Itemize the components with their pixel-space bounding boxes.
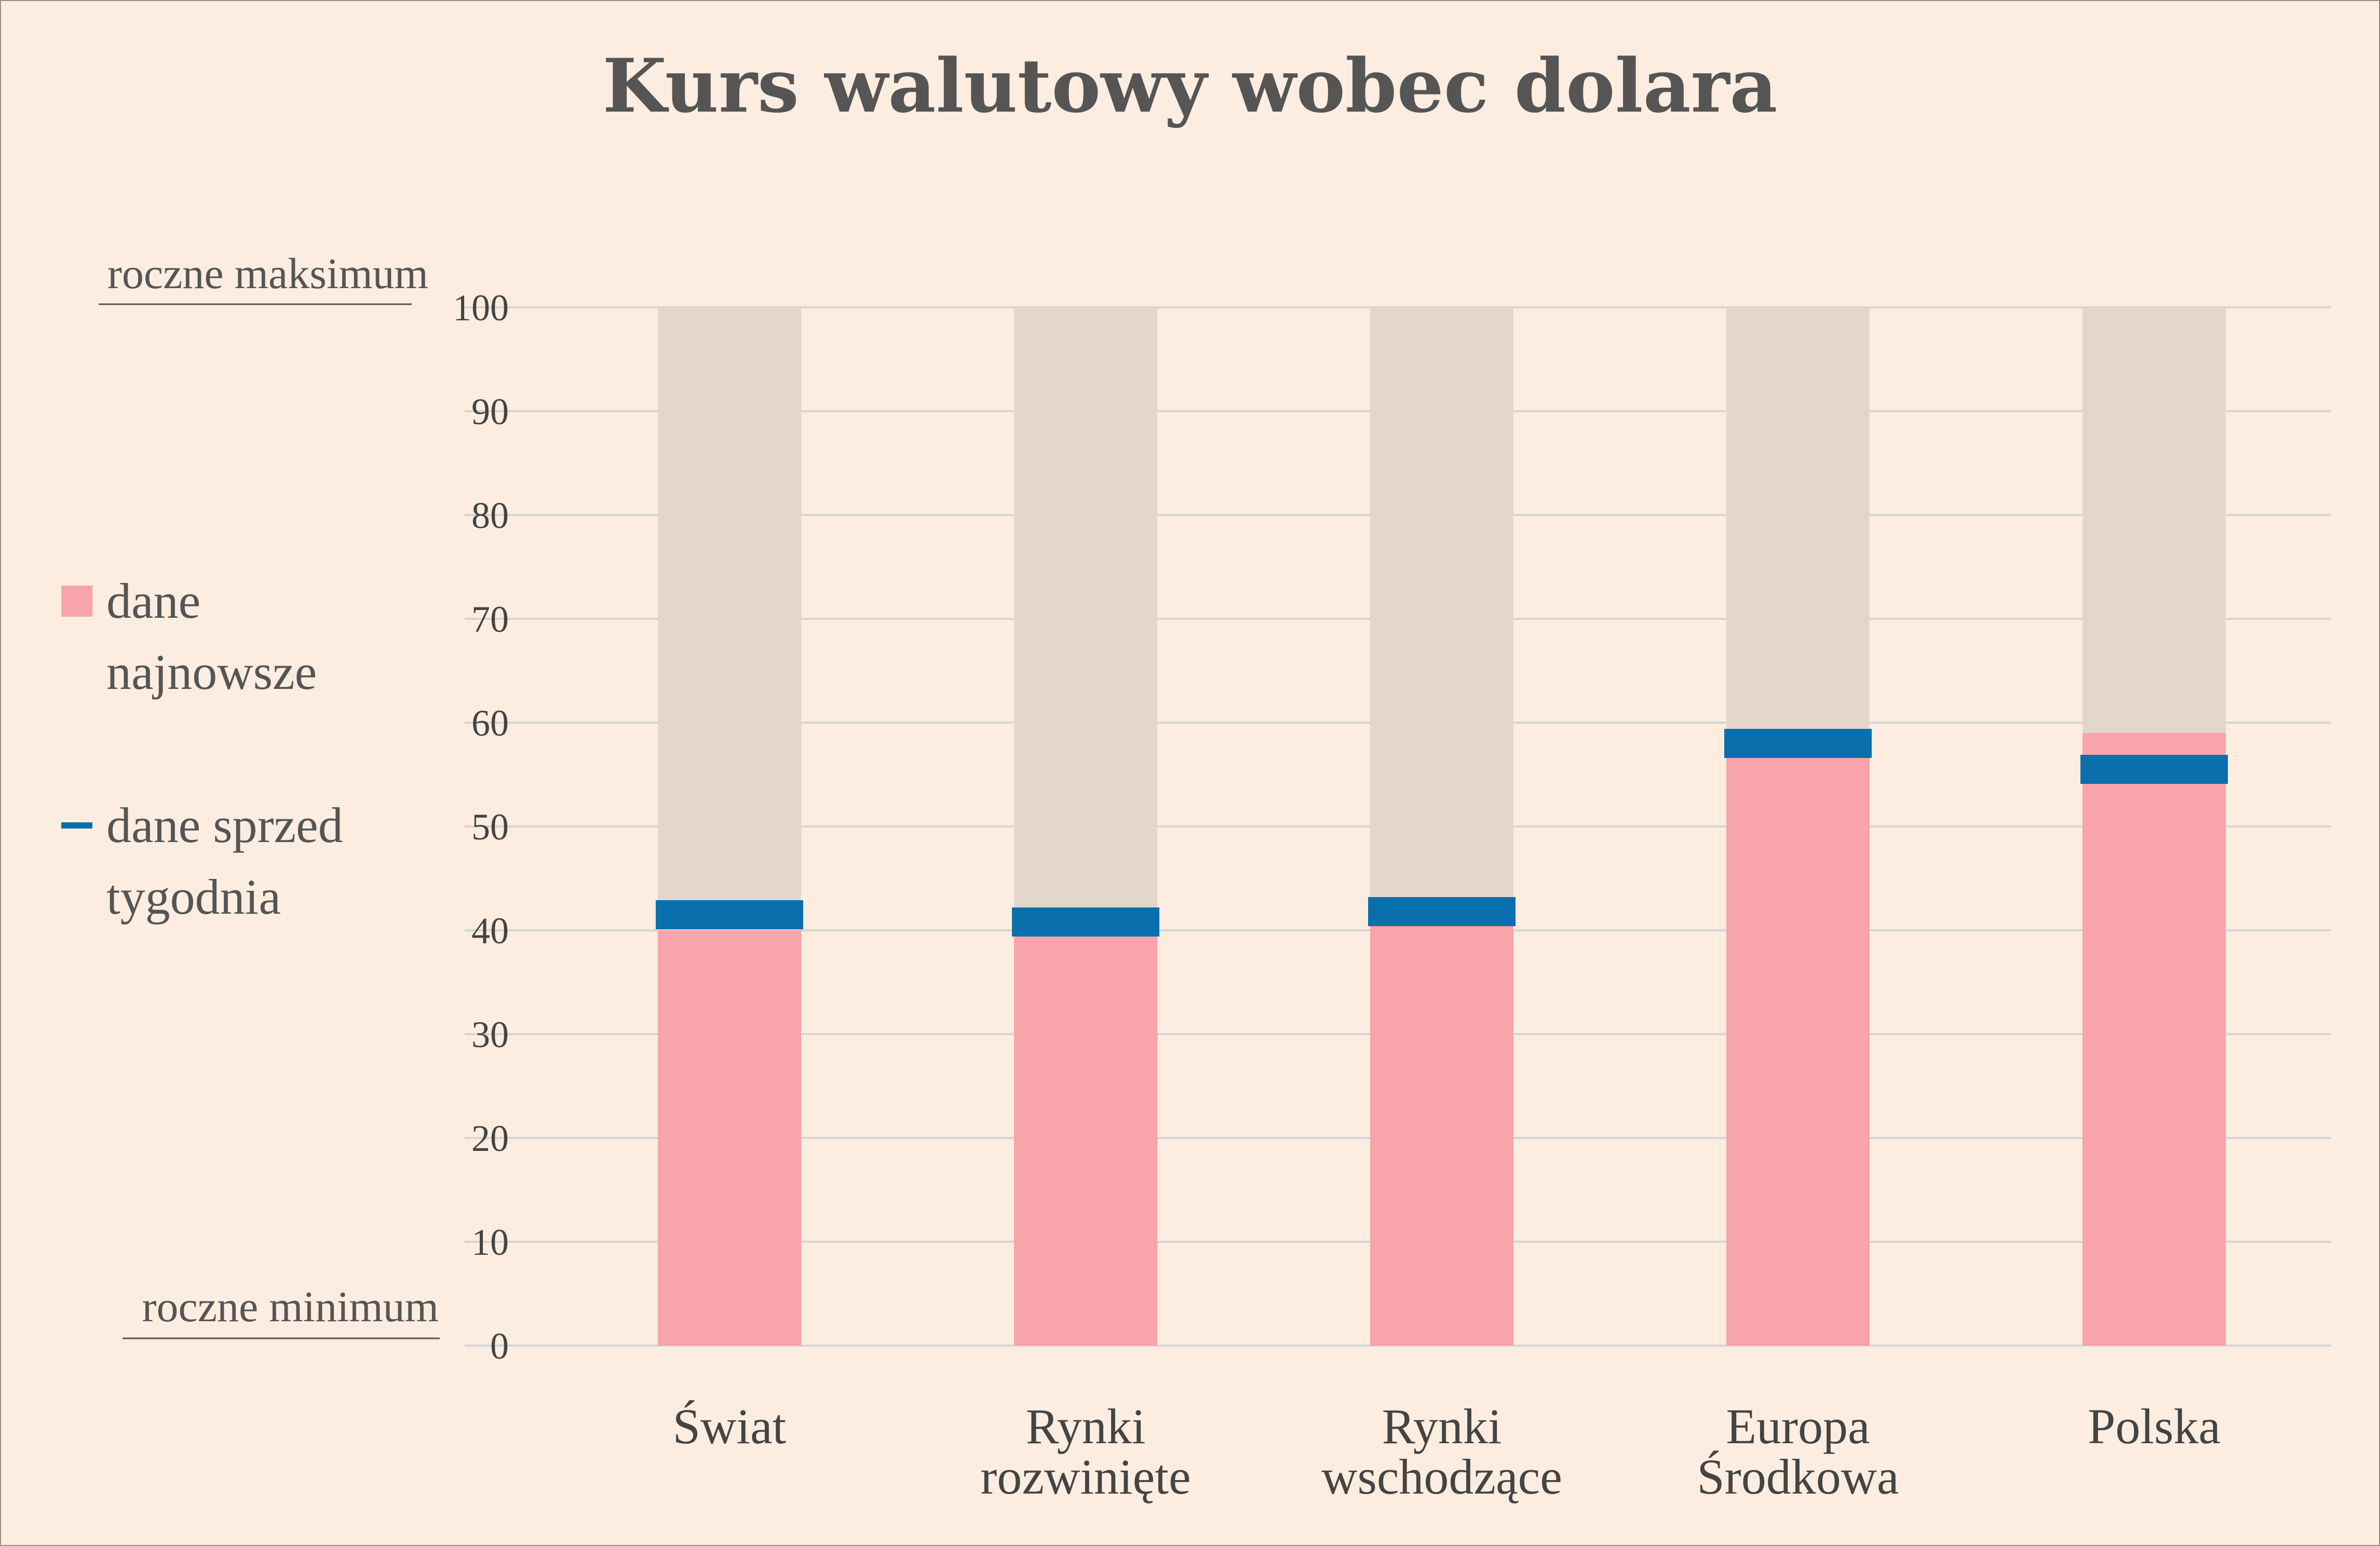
category-label: rozwinięte [980,1449,1191,1504]
category-label: Świat [673,1399,787,1454]
category-label: Polska [2088,1399,2221,1454]
legend-label: najnowsze [106,644,317,700]
week-ago-marker [2080,755,2228,784]
y-tick-label: 20 [471,1118,509,1159]
y-tick-label: 80 [471,495,509,536]
scale-min-label: roczne minimum [142,1283,439,1331]
latest-bar [1014,935,1157,1346]
y-tick-label: 50 [471,806,509,848]
category-label: Rynki [1382,1399,1502,1454]
category-label: wschodzące [1321,1449,1562,1504]
y-tick-label: 30 [471,1014,509,1055]
category-label: Środkowa [1697,1449,1899,1504]
latest-bar [1370,925,1513,1346]
category-label: Rynki [1026,1399,1146,1454]
y-tick-label: 10 [471,1222,509,1263]
legend-label: dane [106,573,200,629]
category-label: Europa [1726,1399,1870,1454]
legend-label: tygodnia [106,869,281,925]
bars [656,307,2228,1346]
legend-label: dane sprzed [106,797,343,853]
week-ago-marker [1368,897,1516,926]
y-tick-label: 100 [453,287,509,329]
week-ago-marker [1724,729,1872,758]
latest-bar [1726,754,1870,1346]
chart-title: Kurs walutowy wobec dolara [603,43,1778,129]
y-tick-label: 0 [490,1325,509,1367]
y-tick-label: 60 [471,702,509,744]
legend-marker-latest [61,586,92,617]
latest-bar [2082,733,2226,1346]
category-labels: Świat RynkirozwinięteRynkiwschodząceEurop… [673,1399,2221,1504]
scale-max-label: roczne maksimum [107,250,428,298]
y-tick-label: 90 [471,391,509,432]
y-tick-label: 70 [471,599,509,640]
latest-bar [658,930,801,1346]
legend-marker-week-ago [61,822,92,829]
week-ago-marker [656,900,803,929]
y-tick-labels: 0 10 20 30 40 50 60 70 80 90 100 [453,287,509,1367]
week-ago-marker [1012,907,1159,937]
scale-labels: roczne maksimum roczne minimum [99,250,440,1339]
y-tick-label: 40 [471,910,509,952]
legend: dane najnowsze dane sprzed tygodnia [61,573,343,925]
